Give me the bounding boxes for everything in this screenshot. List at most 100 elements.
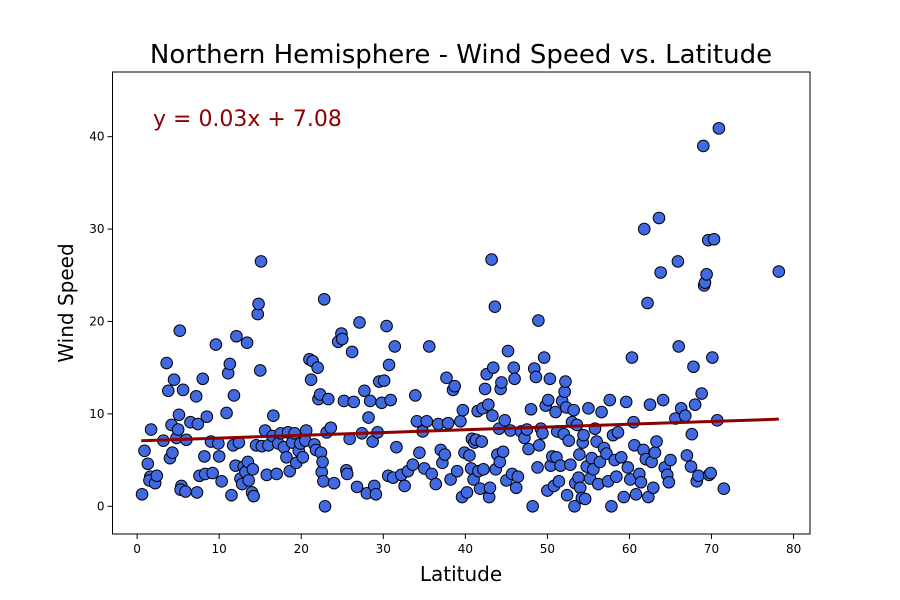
data-point: [200, 410, 214, 423]
data-point: [577, 428, 590, 442]
x-axis-ticks: 0 10 20 30 40 50 60 70 80: [133, 534, 801, 556]
data-point: [254, 255, 268, 268]
y-tick-label: 40: [89, 130, 104, 144]
data-point: [707, 232, 721, 246]
data-point: [687, 360, 700, 374]
data-point: [171, 423, 185, 436]
data-point: [390, 440, 403, 454]
data-point: [531, 461, 544, 474]
data-point: [441, 416, 455, 430]
data-point: [578, 492, 592, 506]
data-point: [593, 455, 607, 469]
data-point: [247, 489, 260, 503]
data-point: [536, 426, 549, 440]
data-point: [166, 446, 179, 459]
data-point: [621, 461, 635, 474]
data-point: [413, 446, 426, 459]
data-point: [573, 481, 587, 495]
x-tick-label: 0: [133, 542, 141, 556]
data-point: [650, 435, 663, 448]
data-point: [448, 379, 461, 393]
data-point: [463, 449, 476, 462]
x-tick-label: 40: [458, 542, 473, 556]
x-tick-label: 20: [294, 542, 309, 556]
data-point: [362, 411, 375, 424]
data-point: [498, 414, 512, 427]
data-point: [150, 469, 164, 483]
data-point: [611, 426, 625, 439]
data-point: [240, 336, 254, 350]
data-point: [345, 345, 359, 359]
data-point: [507, 361, 521, 374]
x-tick-label: 80: [786, 542, 801, 556]
data-point: [167, 373, 181, 386]
data-point: [610, 470, 623, 484]
y-tick-label: 0: [97, 499, 105, 513]
data-point: [600, 447, 613, 460]
data-point: [485, 253, 498, 266]
data-point: [520, 423, 534, 436]
data-point: [504, 424, 517, 437]
data-point: [270, 467, 283, 481]
data-point: [680, 449, 694, 462]
data-point: [678, 409, 692, 423]
data-point: [532, 439, 546, 452]
data-point: [460, 486, 474, 499]
data-point: [225, 488, 238, 502]
data-point: [454, 414, 467, 428]
data-point: [526, 499, 539, 513]
y-axis-ticks: 0 10 20 30 40: [89, 130, 113, 513]
regression-line: [141, 417, 779, 443]
data-point: [317, 475, 330, 488]
data-point: [688, 398, 702, 411]
data-point: [322, 392, 335, 406]
data-point: [614, 451, 628, 464]
data-point: [695, 387, 708, 400]
data-point: [685, 427, 699, 441]
data-point: [684, 460, 698, 473]
x-tick-label: 60: [622, 542, 637, 556]
data-point: [311, 361, 324, 374]
data-point: [160, 356, 173, 370]
data-point: [652, 211, 666, 225]
data-point: [625, 351, 639, 364]
data-point: [358, 384, 371, 398]
data-point: [190, 486, 204, 499]
data-point: [511, 470, 525, 484]
data-point: [603, 393, 617, 407]
data-point: [267, 409, 280, 423]
data-point: [230, 329, 243, 343]
chart-title: Northern Hemisphere - Wind Speed vs. Lat…: [150, 40, 772, 70]
data-point: [296, 451, 310, 464]
data-point: [605, 499, 618, 513]
data-point: [215, 475, 228, 488]
data-point: [191, 417, 205, 431]
data-point: [179, 485, 192, 498]
data-point: [252, 297, 265, 311]
y-axis-label: Wind Speed: [54, 243, 78, 362]
data-point: [617, 490, 631, 504]
data-point: [138, 444, 151, 458]
data-point: [648, 446, 662, 459]
data-point: [212, 450, 226, 463]
data-point: [347, 395, 361, 409]
data-point: [335, 332, 349, 346]
data-point: [564, 458, 577, 472]
data-point: [450, 464, 464, 478]
data-point: [712, 122, 726, 135]
data-point: [697, 139, 710, 153]
data-point: [483, 481, 497, 495]
data-point: [522, 442, 535, 456]
data-point: [672, 340, 686, 353]
data-point: [209, 338, 223, 351]
data-point: [654, 266, 667, 279]
data-point: [488, 300, 502, 314]
data-point: [444, 473, 457, 486]
regression-equation: y = 0.03x + 7.08: [153, 107, 342, 132]
data-point: [242, 474, 256, 487]
data-point: [595, 405, 608, 419]
data-point: [643, 398, 657, 411]
data-point: [380, 319, 393, 333]
data-point: [406, 458, 420, 472]
